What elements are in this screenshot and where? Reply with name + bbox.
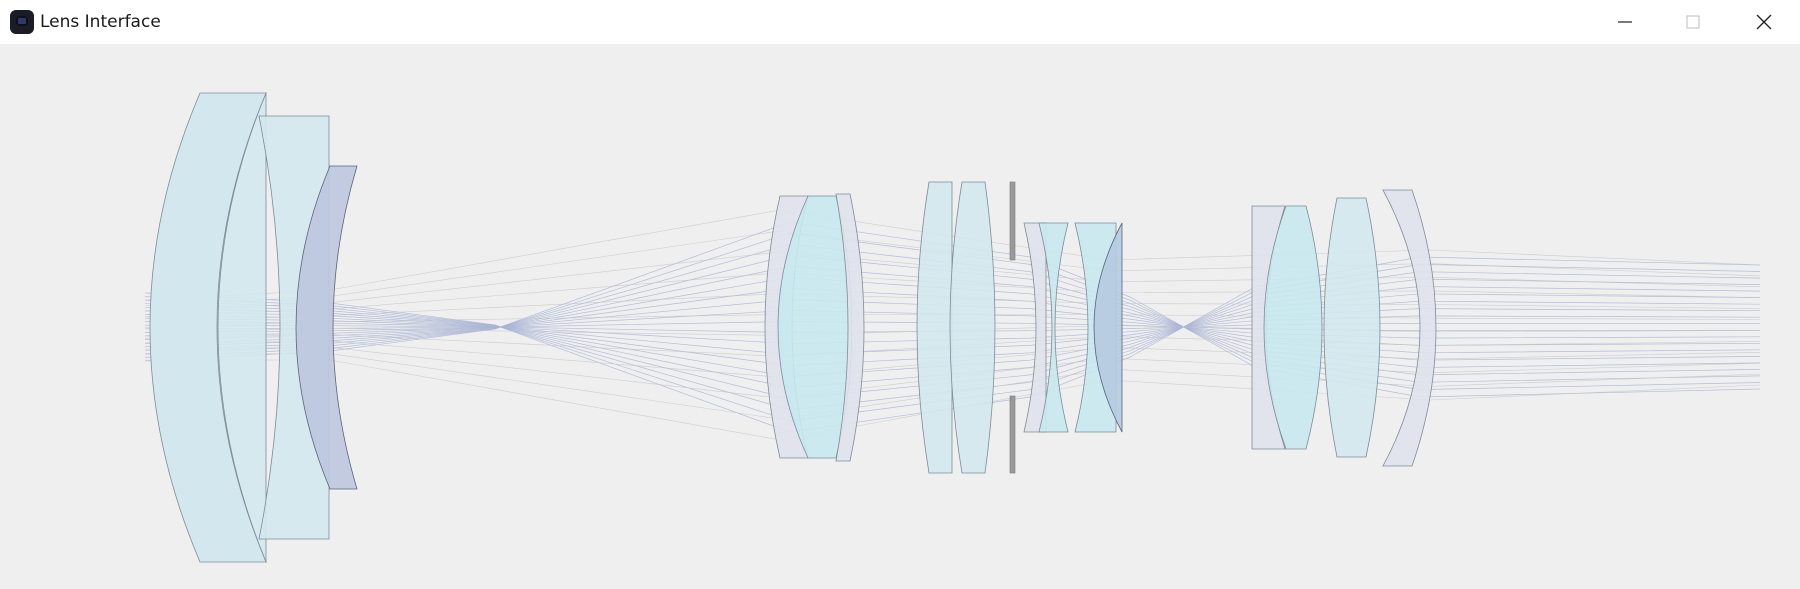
front-meniscus-body (149, 92, 267, 563)
lens-canvas[interactable] (0, 44, 1800, 589)
aperture-stop-upper (1009, 181, 1016, 261)
front-meniscus-inner-surface (217, 92, 267, 563)
title-bar[interactable]: Lens Interface (0, 0, 1800, 44)
stop-lens-2 (1038, 222, 1069, 433)
window-title: Lens Interface (40, 12, 161, 32)
minimize-icon (1618, 21, 1632, 23)
mid-lens-5 (949, 181, 996, 474)
rear-meniscus-lens (1382, 189, 1437, 467)
third-dark-meniscus-lens (295, 165, 358, 490)
minimize-button[interactable] (1591, 0, 1659, 44)
mid-lens-4 (916, 181, 953, 474)
rear-lens-2 (1263, 205, 1323, 450)
mid-lens-3 (835, 193, 865, 462)
lens-elements (149, 91, 1437, 564)
close-icon (1756, 14, 1772, 30)
rear-lens-3 (1323, 197, 1381, 458)
stop-dark-lens (1093, 222, 1123, 433)
aperture-stop-lower (1009, 395, 1016, 474)
maximize-button[interactable] (1659, 0, 1727, 44)
lens-diagram (144, 91, 1761, 564)
maximize-icon (1686, 15, 1700, 29)
close-button[interactable] (1730, 0, 1798, 44)
app-lens-icon (10, 10, 34, 34)
